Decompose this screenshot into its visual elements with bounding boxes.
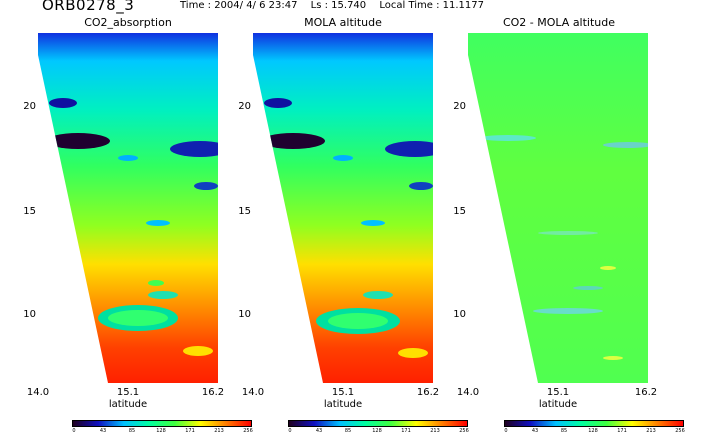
x-tick-14-0: 14.0 <box>241 387 265 398</box>
x-tick-15-1: 15.1 <box>116 387 140 398</box>
x-tick-16-2: 16.2 <box>201 387 225 398</box>
colorbar-2 <box>288 420 468 427</box>
ls-label: Ls : 15.740 <box>310 0 367 11</box>
colorbar-tick: 0 <box>72 428 76 434</box>
y-tick-15: 15 <box>23 206 36 217</box>
panel-co2-absorption-image <box>38 33 218 383</box>
orbit-id: ORB0278_3 <box>42 0 135 14</box>
colorbar-tick: 128 <box>372 428 382 434</box>
y-tick-10: 10 <box>23 309 36 320</box>
panel-1-title: CO2_absorption <box>84 16 172 29</box>
y-tick-15: 15 <box>238 206 251 217</box>
observation-meta: Time : 2004/ 4/ 6 23:47 Ls : 15.740 Loca… <box>180 0 494 11</box>
colorbar-tick: 256 <box>675 428 685 434</box>
x-tick-14-0: 14.0 <box>456 387 480 398</box>
colorbar-tick: 171 <box>185 428 195 434</box>
panel-difference-image <box>468 33 648 383</box>
colorbar-tick: 0 <box>504 428 508 434</box>
y-tick-20: 20 <box>23 101 36 112</box>
y-tick-20: 20 <box>453 101 466 112</box>
colorbar-tick: 213 <box>214 428 224 434</box>
x-tick-16-2: 16.2 <box>634 387 658 398</box>
colorbar-tick: 0 <box>288 428 292 434</box>
colorbar-tick: 85 <box>128 428 136 434</box>
x-tick-15-1: 15.1 <box>546 387 570 398</box>
x-tick-15-1: 15.1 <box>331 387 355 398</box>
panel-3-xlabel: latitude <box>538 399 578 410</box>
colorbar-tick: 85 <box>560 428 568 434</box>
x-tick-14-0: 14.0 <box>26 387 50 398</box>
time-label: Time : 2004/ 4/ 6 23:47 <box>180 0 298 11</box>
colorbar-tick: 128 <box>156 428 166 434</box>
y-tick-10: 10 <box>453 309 466 320</box>
y-tick-10: 10 <box>238 309 251 320</box>
colorbar-tick: 213 <box>646 428 656 434</box>
x-tick-16-2: 16.2 <box>416 387 440 398</box>
colorbar-tick: 128 <box>588 428 598 434</box>
panel-1-xlabel: latitude <box>108 399 148 410</box>
y-tick-20: 20 <box>238 101 251 112</box>
panel-2-xlabel: latitude <box>323 399 363 410</box>
y-tick-15: 15 <box>453 206 466 217</box>
colorbar-tick: 43 <box>531 428 539 434</box>
colorbar-tick: 256 <box>243 428 253 434</box>
colorbar-3 <box>504 420 684 427</box>
panel-3-title: CO2 - MOLA altitude <box>502 16 616 29</box>
colorbar-tick: 171 <box>617 428 627 434</box>
panel-2-title: MOLA altitude <box>304 16 382 29</box>
colorbar-tick: 43 <box>315 428 323 434</box>
colorbar-tick: 213 <box>430 428 440 434</box>
colorbar-1 <box>72 420 252 427</box>
colorbar-tick: 43 <box>99 428 107 434</box>
local-time-label: Local Time : 11.1177 <box>379 0 484 11</box>
colorbar-tick: 256 <box>459 428 469 434</box>
colorbar-tick: 85 <box>344 428 352 434</box>
colorbar-tick: 171 <box>401 428 411 434</box>
panel-mola-altitude-image <box>253 33 433 383</box>
